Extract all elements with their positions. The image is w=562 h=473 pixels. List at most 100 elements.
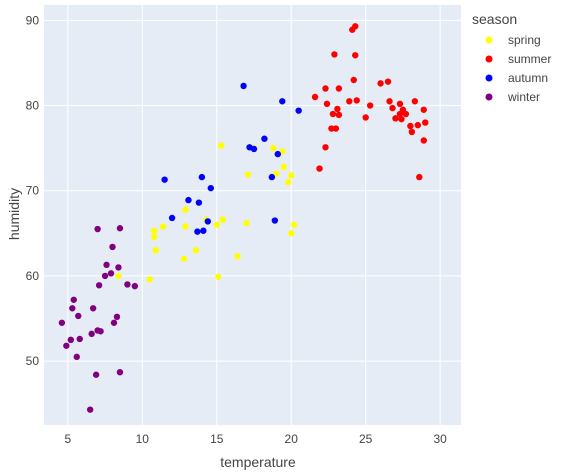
data-point-winter (86, 406, 94, 413)
data-point-spring (151, 227, 158, 234)
y-axis-title: humidity (6, 188, 22, 240)
data-point-winter (131, 282, 139, 290)
x-tick-labels: 5 10 15 20 25 30 (64, 432, 447, 446)
plot-area (44, 5, 461, 425)
data-point-spring (151, 233, 158, 240)
data-point-summer (377, 80, 384, 87)
legend-item-spring[interactable]: spring (485, 33, 541, 47)
y-tick-label: 60 (26, 269, 40, 283)
x-tick-label: 30 (433, 432, 447, 446)
data-point-summer (422, 119, 429, 126)
data-point-spring (213, 221, 220, 228)
data-point-winter (70, 296, 77, 303)
data-point-spring (288, 230, 295, 237)
data-point-winter (63, 342, 70, 349)
data-point-summer (408, 128, 416, 136)
data-point-summer (396, 100, 404, 108)
legend-title: season (472, 11, 517, 27)
data-point-spring (285, 179, 292, 186)
data-point-summer (398, 115, 405, 123)
data-point-summer (332, 125, 340, 132)
legend-marker (485, 74, 493, 82)
data-point-summer (362, 114, 369, 121)
legend-marker (485, 93, 493, 101)
data-point-summer (322, 85, 329, 92)
data-point-summer (322, 144, 329, 151)
data-point-autumn (195, 199, 203, 206)
data-point-summer (323, 100, 331, 108)
legend-item-summer[interactable]: summer (485, 52, 552, 66)
data-point-autumn (295, 107, 302, 114)
data-point-autumn (161, 176, 168, 183)
data-point-spring (243, 219, 250, 227)
data-point-summer (352, 52, 359, 59)
data-point-winter (107, 270, 115, 277)
data-point-autumn (271, 217, 279, 224)
data-point-winter (124, 281, 131, 288)
data-point-autumn (268, 173, 276, 181)
data-points (58, 23, 429, 413)
data-point-spring (288, 172, 295, 179)
data-point-spring (291, 221, 298, 228)
legend-item-autumn[interactable]: autumn (485, 71, 549, 85)
x-tick-label: 10 (136, 432, 150, 446)
data-point-spring (159, 223, 167, 230)
data-point-winter (97, 328, 104, 335)
data-point-winter (76, 335, 83, 343)
data-point-spring (273, 170, 280, 177)
data-point-summer (389, 104, 396, 112)
data-point-summer (402, 110, 410, 118)
legend[interactable]: season spring summer autumn winter (472, 11, 551, 104)
data-point-summer (350, 76, 357, 84)
data-point-summer (328, 125, 335, 132)
data-point-winter (103, 261, 110, 269)
data-point-spring (152, 247, 159, 254)
data-point-summer (329, 110, 337, 118)
data-point-summer (386, 98, 393, 105)
data-point-summer (420, 106, 427, 113)
x-axis-title: temperature (220, 454, 296, 470)
data-point-winter (88, 330, 95, 338)
data-point-winter (101, 272, 109, 280)
data-point-autumn (200, 227, 207, 234)
x-tick-label: 25 (359, 432, 373, 446)
data-point-spring (182, 206, 189, 213)
y-tick-label: 80 (26, 99, 40, 113)
series-winter (58, 225, 139, 413)
y-tick-label: 50 (26, 354, 40, 368)
data-point-summer (346, 98, 353, 105)
data-point-spring (270, 144, 277, 152)
data-point-winter (116, 368, 124, 376)
data-point-summer (384, 78, 392, 85)
x-tick-label: 20 (285, 432, 299, 446)
data-point-spring (182, 223, 189, 230)
data-point-autumn (250, 145, 258, 153)
data-point-winter (89, 305, 97, 312)
data-point-autumn (204, 218, 212, 225)
data-point-summer (311, 93, 319, 101)
data-point-summer (407, 122, 414, 130)
data-point-autumn (279, 98, 286, 105)
data-point-summer (416, 173, 423, 181)
data-point-spring (218, 142, 225, 149)
data-point-winter (110, 319, 118, 326)
x-tick-label: 15 (210, 432, 224, 446)
data-point-spring (180, 255, 188, 263)
data-point-autumn (207, 184, 214, 192)
data-point-summer (331, 51, 338, 58)
series-spring (115, 142, 298, 283)
legend-item-winter[interactable]: winter (485, 90, 541, 104)
data-point-summer (411, 98, 419, 105)
series-autumn (161, 82, 302, 235)
data-point-summer (420, 137, 427, 144)
data-point-winter (92, 371, 100, 378)
y-tick-label: 90 (26, 13, 40, 27)
data-point-winter (73, 353, 80, 361)
data-point-autumn (240, 82, 247, 90)
data-point-winter (75, 312, 82, 320)
data-point-autumn (185, 196, 192, 204)
data-point-autumn (194, 228, 201, 235)
data-point-spring (280, 163, 287, 171)
y-tick-label: 70 (26, 184, 40, 198)
